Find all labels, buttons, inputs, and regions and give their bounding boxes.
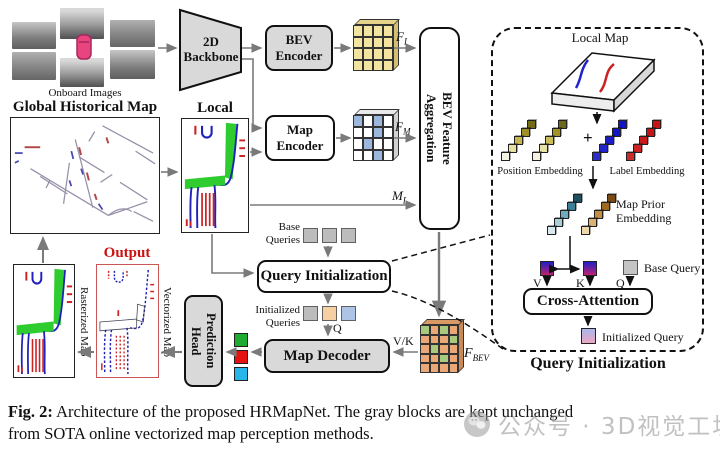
bev-fa-line2: Aggregation	[424, 94, 439, 163]
map-prior-embedding-label: Map Prior Embedding	[616, 197, 672, 225]
map-encoder-label: Map Encoder	[276, 122, 324, 153]
prediction-head-line2: Head	[189, 326, 203, 356]
label-embedding-cubes	[626, 120, 661, 161]
vectorized-map-image	[96, 264, 159, 378]
map-encoder-block: Map Encoder	[265, 115, 335, 161]
base-query-square	[623, 260, 638, 275]
bev-feature-aggregation-block: BEV Feature Aggregation	[419, 27, 460, 230]
initialized-query-label: Initialized Query	[602, 330, 684, 344]
v-label: V	[533, 276, 542, 290]
map-prior-embedding-cubes	[547, 194, 582, 235]
k-label: K	[576, 276, 585, 290]
map-prior-embedding-cubes	[581, 194, 616, 235]
wechat-icon	[464, 411, 490, 437]
rasterized-map-label: Rasterized Map	[78, 287, 90, 357]
bev-fa-line1: BEV Feature	[440, 92, 455, 165]
figure-caption-prefix: Fig. 2:	[8, 402, 53, 421]
panel-local-map-title: Local Map	[571, 30, 629, 45]
watermark: 公众号 · 3D视觉工坊	[462, 407, 720, 441]
initialized-queries-squares	[303, 306, 360, 326]
base-queries-label: Base Queries	[265, 221, 300, 246]
ego-car-icon	[76, 34, 92, 60]
map-feature-grid	[353, 109, 400, 161]
local-map-image	[181, 118, 249, 233]
q-arrow-label: Q	[333, 321, 342, 335]
watermark-text: 公众号 · 3D视觉工坊	[498, 414, 720, 440]
key-square	[583, 261, 597, 276]
value-square	[540, 261, 554, 276]
local-map-slab	[550, 52, 656, 113]
camera-image	[60, 58, 104, 87]
global-map-content	[14, 125, 156, 222]
image-feature-grid	[353, 19, 400, 71]
figure-caption-line2: from SOTA online vectorized map percepti…	[8, 424, 374, 443]
base-queries-squares	[303, 228, 360, 248]
vk-arrow-label: V/K	[393, 334, 414, 348]
prediction-head-block: Prediction Head	[184, 295, 223, 387]
panel-q-label: Q	[616, 276, 625, 290]
cross-attention-block: Cross-Attention	[523, 288, 653, 315]
fbev-label: FBEV	[464, 346, 490, 363]
bev-encoder-block: BEV Encoder	[265, 25, 333, 71]
plus-sign: +	[583, 128, 593, 147]
query-initialization-label: Query Initialization	[260, 268, 388, 284]
fm-label: FM	[395, 119, 411, 137]
vectorized-map-label: Vectorized Map	[161, 287, 173, 357]
label-embedding-cubes	[592, 120, 627, 161]
cross-attention-label: Cross-Attention	[536, 293, 640, 309]
camera-image	[110, 50, 155, 79]
rasterized-map-image	[13, 264, 75, 378]
ml-label: ML	[392, 188, 408, 206]
query-initialization-block: Query Initialization	[257, 260, 391, 293]
decoder-output-squares	[234, 333, 248, 384]
figure-caption-line1: Architecture of the proposed HRMapNet. T…	[56, 402, 574, 421]
label-embedding-label: Label Embedding	[609, 166, 685, 177]
camera-image	[12, 22, 56, 49]
global-historical-map-image	[10, 117, 160, 234]
map-decoder-block: Map Decoder	[264, 339, 390, 373]
figure-caption: Fig. 2: Architecture of the proposed HRM…	[8, 402, 714, 422]
position-embedding-label: Position Embedding	[497, 166, 583, 177]
output-label: Output	[103, 245, 151, 261]
position-embedding-cubes	[501, 120, 536, 161]
bev-feature-grid	[420, 319, 465, 373]
prediction-head-line1: Prediction	[204, 313, 218, 369]
panel-caption: Query Initialization	[530, 355, 666, 372]
camera-image	[60, 8, 104, 39]
initialized-queries-label: Initialized Queries	[255, 304, 300, 329]
position-embedding-cubes	[532, 120, 567, 161]
camera-image	[110, 20, 155, 47]
query-initialization-detail-panel	[491, 27, 704, 352]
camera-image	[12, 52, 56, 80]
backbone-block-label: 2D Backbone	[183, 34, 239, 64]
base-query-label: Base Query	[644, 261, 701, 275]
onboard-images-label: Onboard Images	[48, 87, 122, 99]
fi-label: FI	[396, 29, 407, 47]
global-map-title: Global Historical Map	[12, 99, 158, 115]
initialized-query-square	[581, 328, 596, 344]
map-decoder-label: Map Decoder	[283, 347, 371, 364]
bev-encoder-label: BEV Encoder	[275, 32, 323, 63]
